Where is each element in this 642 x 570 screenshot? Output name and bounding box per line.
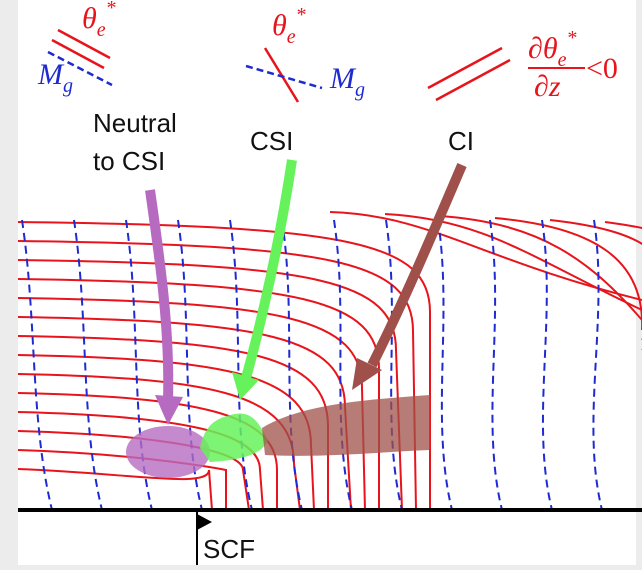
label: to CSI bbox=[93, 146, 165, 176]
subscript: e bbox=[97, 19, 106, 41]
subscript: g bbox=[63, 75, 73, 97]
symbol: M bbox=[37, 58, 65, 91]
front-label: SCF bbox=[203, 534, 255, 564]
subscript: e bbox=[287, 26, 296, 48]
superscript: * bbox=[296, 4, 306, 26]
neutral-region bbox=[126, 426, 210, 478]
subscript: g bbox=[355, 79, 365, 101]
symbol: M bbox=[329, 62, 357, 95]
label: CI bbox=[448, 126, 474, 156]
label: Neutral bbox=[93, 108, 177, 138]
symbol: ∂θ bbox=[528, 32, 558, 65]
superscript: * bbox=[566, 27, 576, 49]
relation: <0 bbox=[586, 52, 618, 85]
superscript: * bbox=[106, 0, 116, 19]
symbol: θ bbox=[272, 9, 287, 42]
symbol: θ bbox=[82, 2, 97, 35]
label: CSI bbox=[250, 126, 293, 156]
denominator: ∂z bbox=[534, 70, 561, 103]
diagram: SCF θe* Mg θe* Mg ∂θe* ∂z <0 Neutral to … bbox=[0, 0, 642, 570]
